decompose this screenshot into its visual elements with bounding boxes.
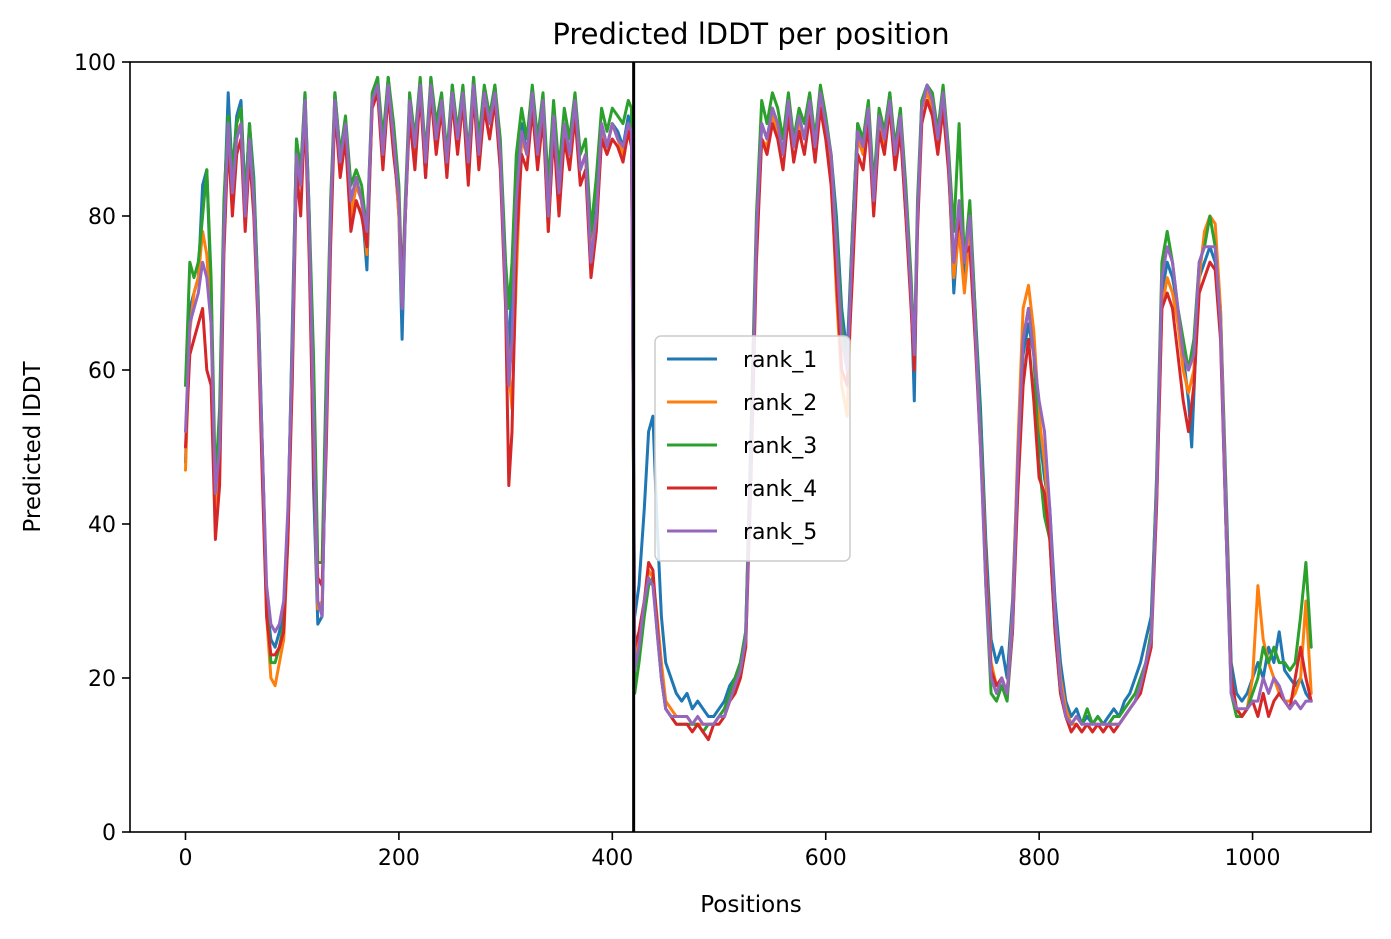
legend-label-rank-4: rank_4 [743, 477, 817, 502]
x-tick-label: 800 [1018, 846, 1060, 871]
series-group [184, 75, 1313, 742]
plot-area [129, 61, 1372, 833]
y-tick-label: 20 [88, 667, 116, 692]
y-axis-label: Predicted lDDT [20, 360, 46, 532]
y-tick-label: 100 [74, 51, 116, 76]
x-tick-label: 0 [178, 846, 192, 871]
y-tick-label: 0 [102, 821, 116, 846]
legend-label-rank-5: rank_5 [743, 520, 817, 545]
y-tick-label: 40 [88, 513, 116, 538]
legend-box [654, 335, 851, 562]
x-axis: 0 200 400 600 800 1000 [178, 832, 1281, 871]
chart-title: Predicted lDDT per position [552, 17, 949, 51]
x-tick-label: 1000 [1225, 846, 1281, 871]
legend-label-rank-3: rank_3 [743, 434, 817, 459]
legend: rank_1 rank_2 rank_3 rank_4 rank_5 [654, 335, 851, 562]
x-tick-label: 400 [591, 846, 633, 871]
legend-label-rank-2: rank_2 [743, 391, 817, 416]
x-tick-label: 600 [805, 846, 847, 871]
legend-label-rank-1: rank_1 [743, 348, 817, 373]
x-tick-label: 200 [378, 846, 420, 871]
x-axis-label: Positions [700, 892, 802, 918]
y-tick-label: 80 [88, 205, 116, 230]
y-tick-label: 60 [88, 359, 116, 384]
y-axis: 0 20 40 60 80 100 [74, 51, 130, 846]
series-line-rank-5 [184, 83, 1313, 726]
plot-frame [129, 61, 1372, 833]
